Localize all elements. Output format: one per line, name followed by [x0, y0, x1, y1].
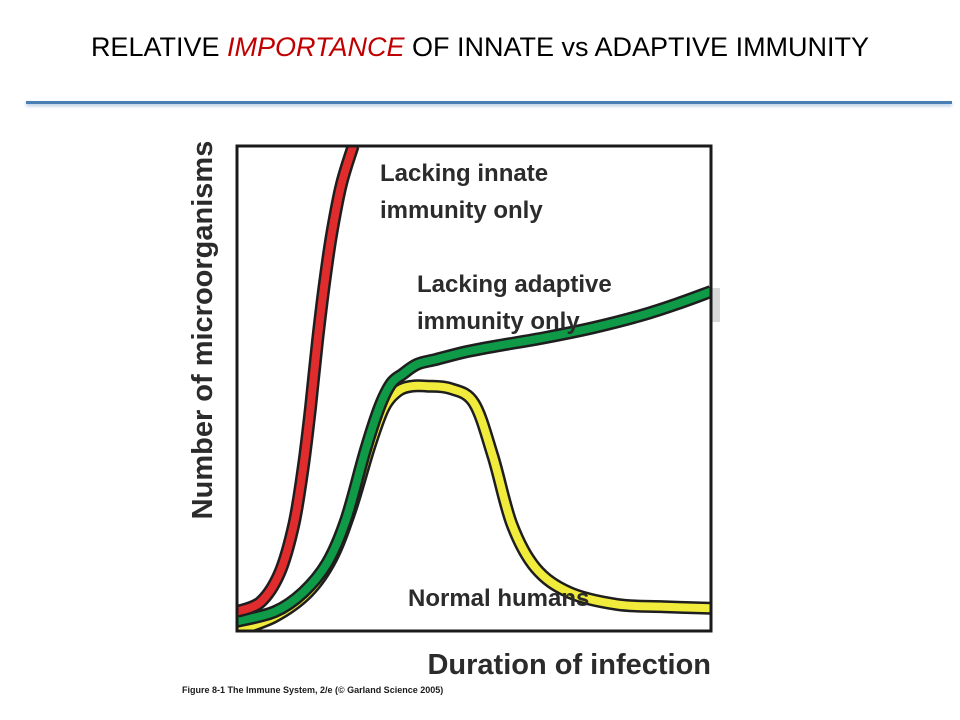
title-underline: [26, 101, 952, 104]
title-text-end: OF INNATE vs ADAPTIVE IMMUNITY: [404, 32, 870, 62]
series-layer: [237, 146, 711, 631]
title-text-start: RELATIVE: [90, 32, 227, 62]
series-lacking-adaptive-line: [237, 287, 711, 626]
label-lacking-adaptive-line1: Lacking adaptive: [417, 271, 612, 298]
label-lacking-adaptive-line2: immunity only: [417, 308, 580, 335]
label-lacking-innate-line2: immunity only: [380, 197, 543, 224]
y-axis-label: Number of microorganisms: [187, 141, 219, 520]
slide-title: RELATIVE IMPORTANCE OF INNATE vs ADAPTIV…: [0, 32, 960, 63]
plot-frame: [235, 144, 713, 633]
figure-caption: Figure 8-1 The Immune System, 2/e (© Gar…: [182, 685, 443, 695]
series-lacking-innate-line: [237, 146, 357, 616]
stray-mark: [711, 288, 720, 322]
label-lacking-adaptive: Lacking adaptive immunity only: [417, 271, 618, 335]
label-lacking-innate-line1: Lacking innate: [380, 160, 548, 187]
label-lacking-innate: Lacking innate immunity only: [380, 160, 555, 224]
label-normal-humans: Normal humans: [408, 585, 589, 612]
x-axis-label: Duration of infection: [427, 649, 711, 681]
title-emphasis: IMPORTANCE: [226, 32, 405, 62]
